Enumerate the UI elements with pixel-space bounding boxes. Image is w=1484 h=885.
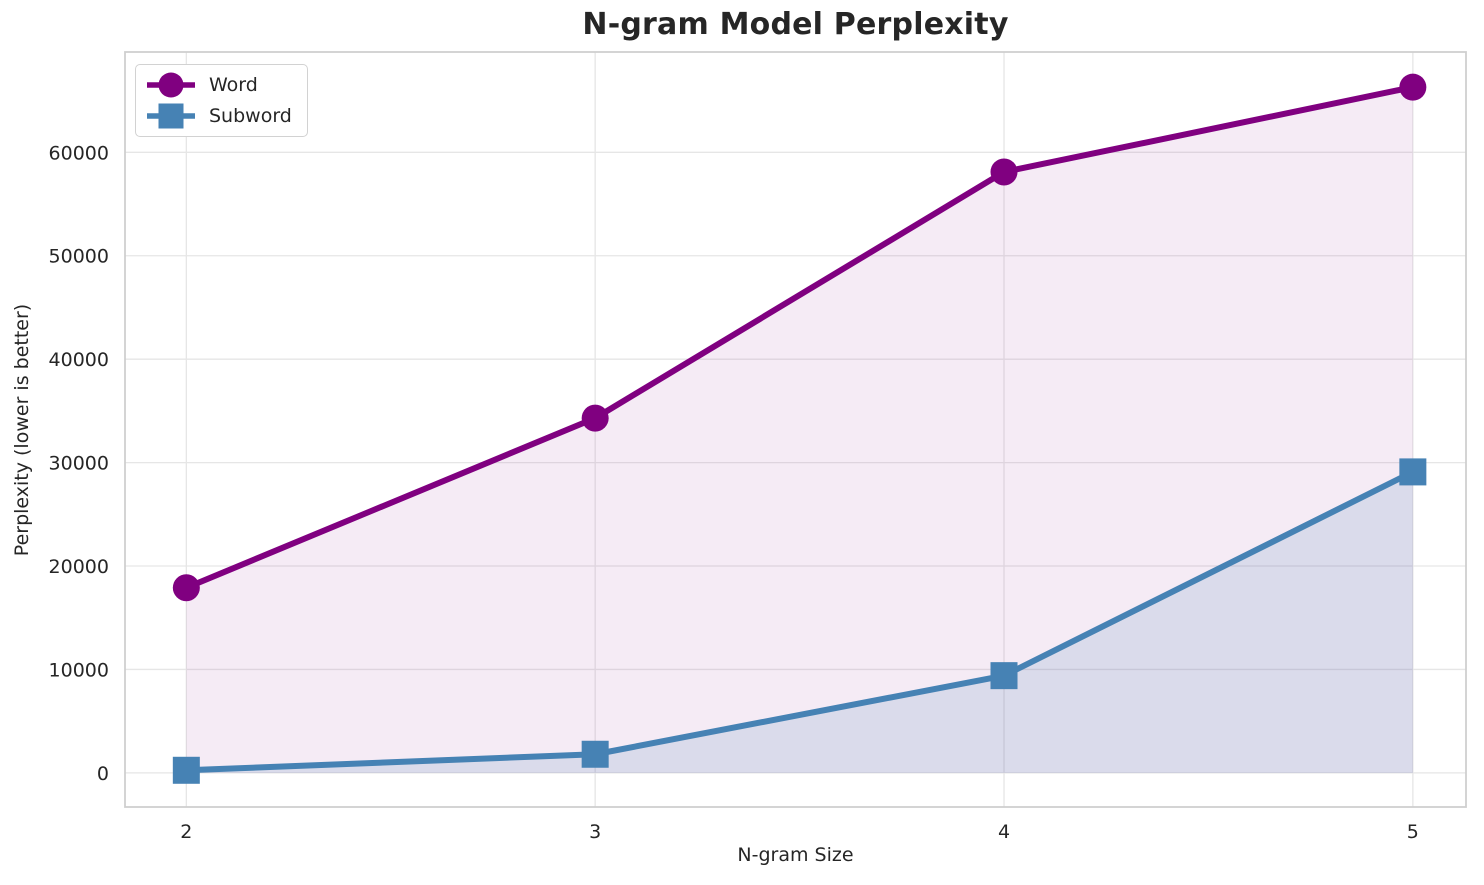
legend-label-word: Word [209,74,258,96]
y-tick-label-60000: 60000 [49,142,109,164]
y-axis-label: Perplexity (lower is better) [11,303,33,557]
point-subword-3 [581,740,609,768]
y-tick-label-40000: 40000 [49,349,109,371]
y-tick-label-30000: 30000 [49,453,109,475]
legend-item-subword: Subword [145,101,292,131]
x-tick-label-4: 4 [998,821,1010,843]
line-word [183,84,1416,591]
legend-item-word: Word [145,70,292,100]
point-subword-2 [172,756,200,784]
chart-title: N-gram Model Perplexity [582,7,1009,42]
line-subword [183,468,1416,774]
legend-marker-subword [158,103,184,129]
legend-label-subword: Subword [209,105,292,127]
point-word-4 [990,158,1018,186]
legend: Word Subword [135,64,308,137]
fill-subword [186,471,1413,773]
fill-word [186,87,1413,773]
x-tick-label-2: 2 [180,821,192,843]
y-tick-label-20000: 20000 [49,556,109,578]
x-tick-label-5: 5 [1407,821,1419,843]
point-word-3 [581,404,609,432]
subword-series-key-icon [147,103,195,129]
word-series-key-icon [147,72,195,98]
point-word-2 [172,574,200,602]
point-subword-5 [1399,458,1427,486]
x-axis-label: N-gram Size [737,844,854,866]
legend-marker-word [158,72,184,98]
y-tick-label-10000: 10000 [49,659,109,681]
plot-border [124,51,1467,808]
x-tick-label-3: 3 [589,821,601,843]
point-subword-4 [990,662,1018,690]
y-tick-label-50000: 50000 [49,246,109,268]
point-word-5 [1399,73,1427,101]
y-tick-label-0: 0 [97,763,109,785]
